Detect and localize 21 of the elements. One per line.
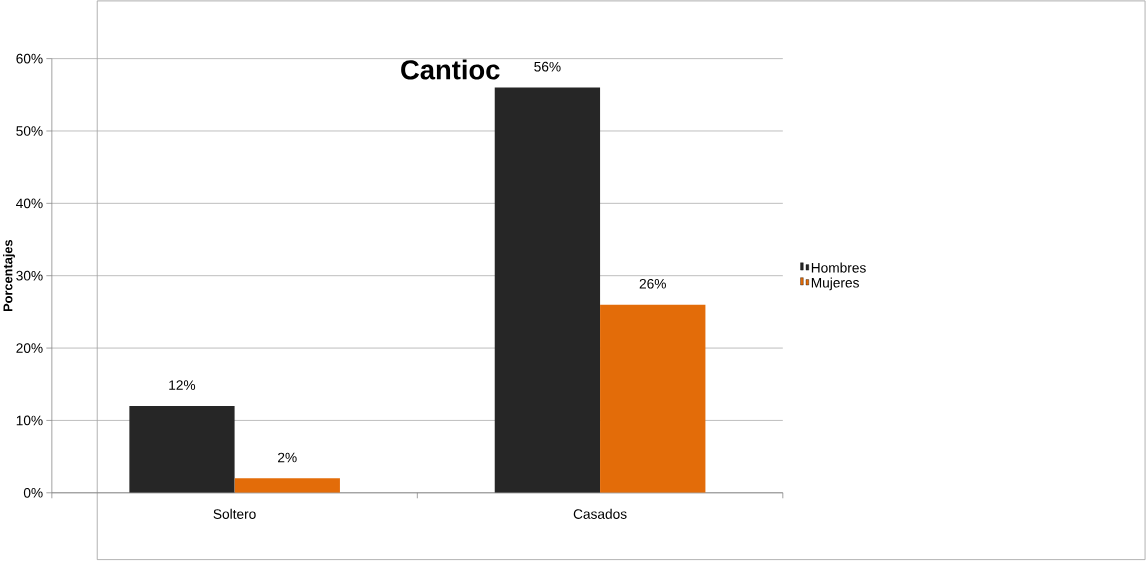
y-tick-label: 50%	[16, 126, 43, 137]
y-tick-label: 10%	[16, 415, 43, 426]
y-tick-label: 0%	[23, 488, 43, 498]
data-label: 56%	[534, 62, 561, 72]
y-axis-title: Porcentajes	[3, 240, 15, 312]
y-tick-label: 20%	[16, 343, 43, 354]
bar	[494, 87, 601, 493]
legend-label: Hombres	[811, 262, 866, 273]
bar	[234, 478, 340, 493]
bar	[129, 406, 235, 493]
y-tick-label: 40%	[16, 198, 43, 209]
legend-label: Mujeres	[811, 277, 859, 291]
y-tick-label: 30%	[16, 271, 43, 281]
bar	[600, 304, 706, 493]
y-tick-label: 60%	[16, 53, 43, 64]
data-label: 2%	[278, 452, 297, 463]
data-label: 12%	[169, 380, 196, 391]
chart-title: Cantioc	[401, 59, 500, 80]
x-tick-label: Soltero	[213, 509, 256, 520]
data-label: 26%	[639, 279, 666, 289]
x-tick-label: Casados	[573, 509, 627, 520]
